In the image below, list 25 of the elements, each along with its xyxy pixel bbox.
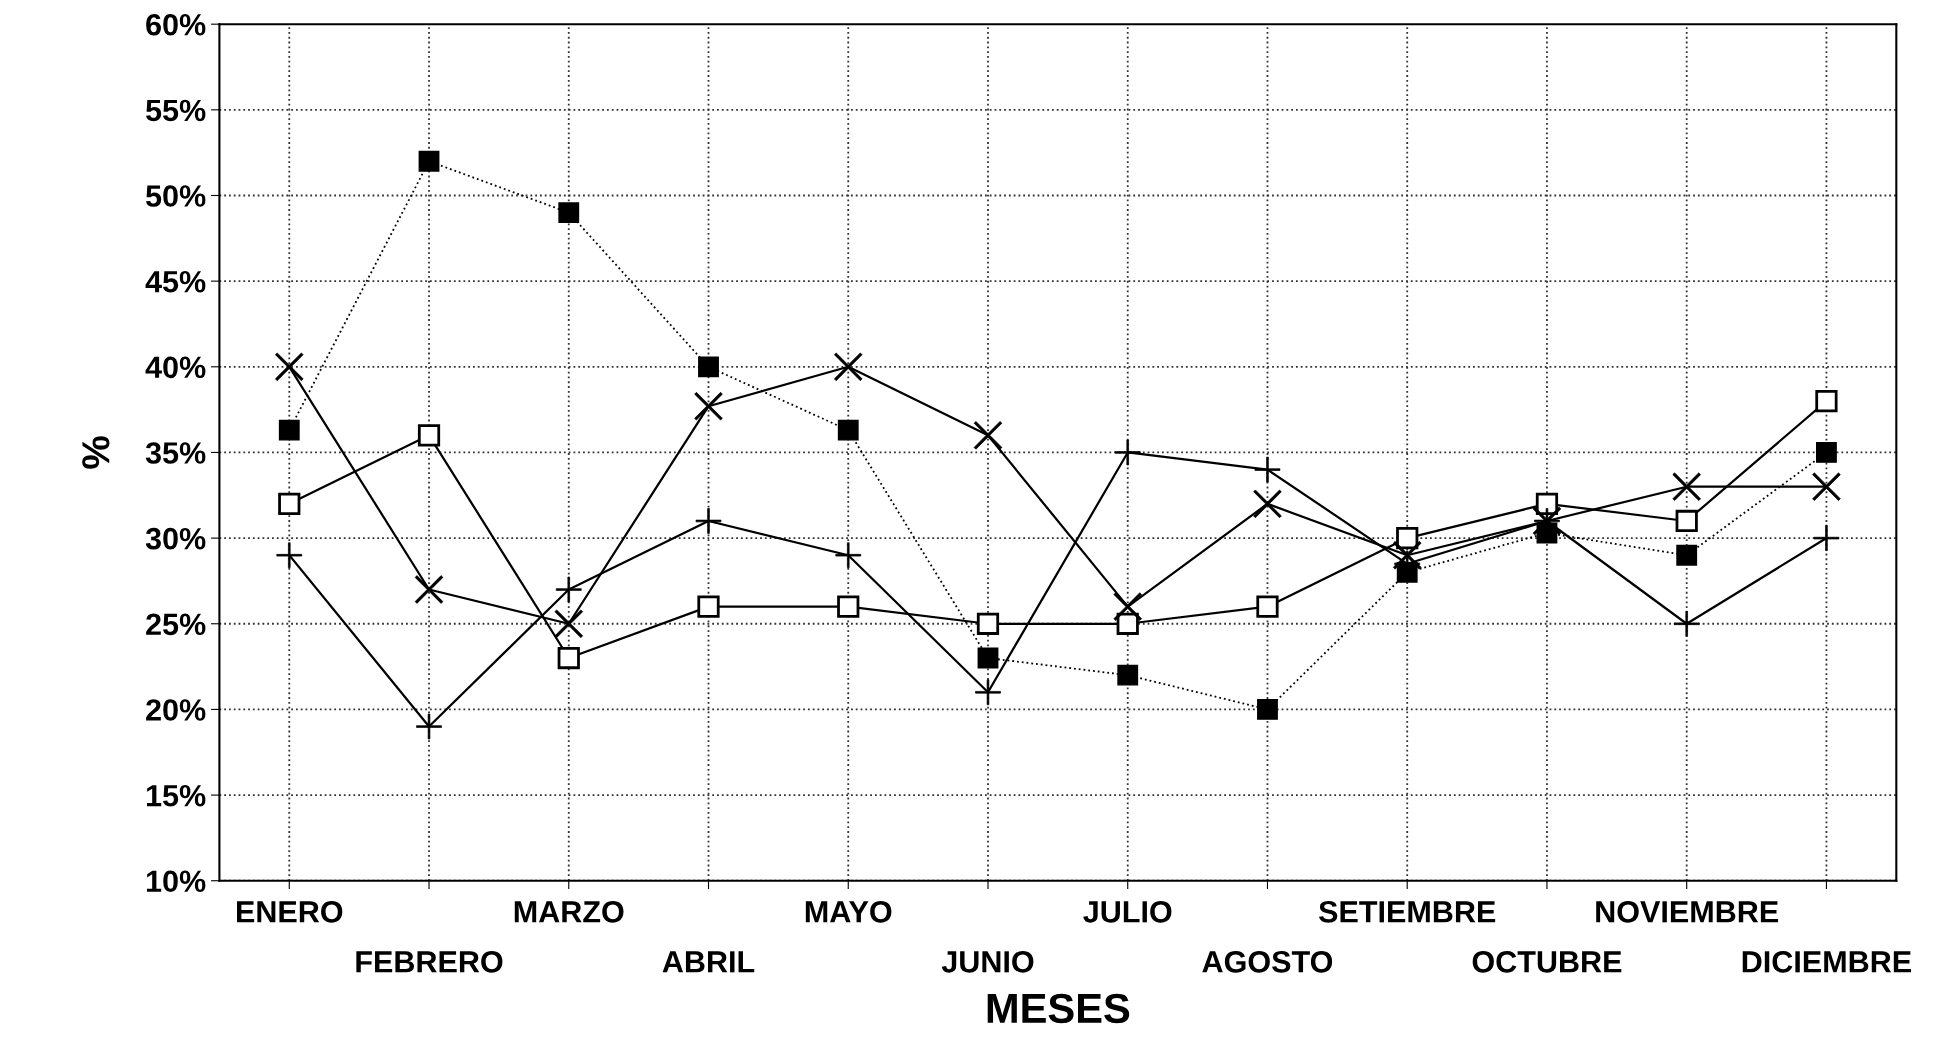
y-tick-label: 10% bbox=[146, 870, 206, 893]
x-axis-title: MESES bbox=[987, 993, 1130, 1024]
y-tick-label: 15% bbox=[146, 784, 206, 807]
y-tick-label: 20% bbox=[146, 699, 206, 721]
y-tick-label: 25% bbox=[146, 613, 206, 636]
x-tick-label: ABRIL bbox=[662, 951, 755, 973]
x-tick-label: JULIO bbox=[1083, 900, 1172, 923]
y-tick-label: 40% bbox=[145, 356, 206, 379]
x-tick-label: JUNIO bbox=[941, 950, 1034, 973]
y-tick-label: 35% bbox=[145, 442, 206, 464]
y-tick-label: 30% bbox=[145, 527, 206, 550]
y-tick-label: 55% bbox=[146, 99, 206, 122]
y-axis-title: % bbox=[82, 436, 110, 469]
x-tick-label: NOVIEMBRE bbox=[1596, 900, 1779, 923]
x-tick-label: MAYO bbox=[805, 900, 892, 923]
x-tick-label: DICIEMBRE bbox=[1742, 950, 1911, 973]
y-tick-label: 45% bbox=[145, 270, 206, 293]
x-tick-label: AGOSTO bbox=[1202, 950, 1333, 973]
x-tick-label: MARZO bbox=[514, 900, 624, 923]
y-tick-label: 50% bbox=[146, 185, 206, 207]
x-tick-label: ENERO bbox=[236, 900, 343, 923]
x-tick-label: FEBRERO bbox=[356, 950, 503, 973]
y-tick-label: 60% bbox=[146, 13, 206, 36]
x-tick-label: OCTUBRE bbox=[1472, 950, 1622, 973]
x-tick-label: SETIEMBRE bbox=[1318, 900, 1496, 923]
